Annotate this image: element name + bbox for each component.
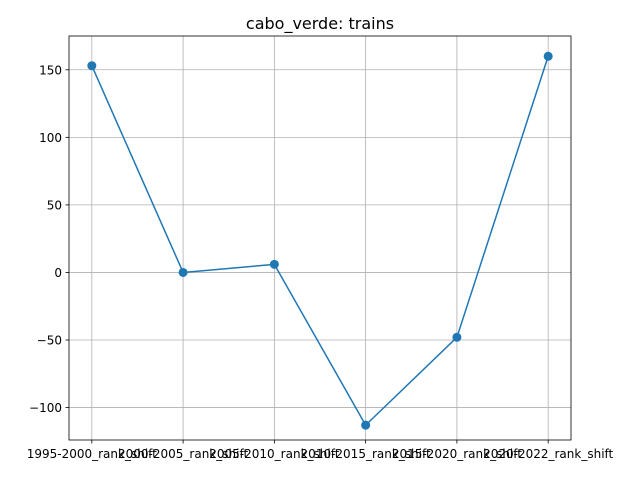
x-tick-label: 2010-2015_rank_shift xyxy=(301,447,431,461)
y-tick-label: −50 xyxy=(37,334,62,348)
data-point xyxy=(87,61,97,71)
y-tick-label: 150 xyxy=(39,63,62,77)
y-tick-label: 0 xyxy=(54,266,62,280)
data-point xyxy=(269,259,279,269)
data-point xyxy=(452,332,462,342)
grid-lines xyxy=(69,36,571,440)
y-tick-label: 50 xyxy=(47,198,62,212)
axes: −100 −50 0 50 100 150 1995-2000_rank_shift2000… xyxy=(27,35,614,461)
series-line xyxy=(91,56,549,426)
data-point xyxy=(543,51,553,61)
x-tick-label: 2020-2022_rank_shift xyxy=(483,447,613,461)
y-tick-label: 100 xyxy=(39,131,62,145)
x-tick-label: 2005-2010_rank_shift xyxy=(209,447,339,461)
chart-title: cabo_verde: trains xyxy=(246,14,394,34)
x-tick-label: 1995-2000_rank_shift xyxy=(27,447,157,461)
x-tick-label: 2000-2005_rank_shift xyxy=(118,447,248,461)
y-tick-label: −100 xyxy=(29,401,62,415)
data-point xyxy=(178,267,188,277)
x-tick-label: 2015-2020_rank_shift xyxy=(392,447,522,461)
axes-frame xyxy=(68,35,572,441)
data-point xyxy=(361,420,371,430)
plot-area xyxy=(87,51,553,430)
